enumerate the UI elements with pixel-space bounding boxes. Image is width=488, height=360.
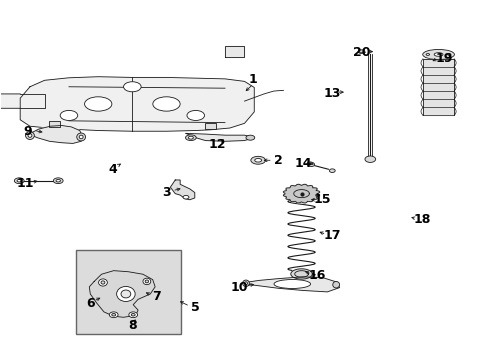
Ellipse shape — [56, 180, 61, 182]
Text: 2: 2 — [274, 154, 283, 167]
Text: 1: 1 — [248, 73, 257, 86]
Text: 17: 17 — [323, 229, 340, 242]
Ellipse shape — [364, 156, 375, 162]
Ellipse shape — [422, 49, 453, 59]
Text: 10: 10 — [230, 281, 248, 294]
Bar — [49, 121, 60, 127]
Ellipse shape — [273, 279, 310, 288]
Polygon shape — [422, 99, 453, 107]
Ellipse shape — [142, 278, 150, 285]
Ellipse shape — [185, 135, 196, 140]
Ellipse shape — [329, 169, 334, 172]
Polygon shape — [422, 83, 453, 91]
Ellipse shape — [53, 178, 63, 184]
Text: 3: 3 — [162, 186, 170, 199]
Polygon shape — [224, 45, 244, 57]
Text: 8: 8 — [128, 319, 136, 332]
Text: 14: 14 — [294, 157, 311, 170]
Ellipse shape — [121, 290, 130, 298]
Text: 18: 18 — [413, 213, 430, 226]
Text: 11: 11 — [16, 177, 34, 190]
Ellipse shape — [357, 50, 364, 53]
Ellipse shape — [17, 180, 21, 182]
Polygon shape — [89, 271, 155, 317]
Ellipse shape — [242, 280, 249, 287]
Polygon shape — [290, 269, 312, 279]
Polygon shape — [20, 77, 254, 131]
Ellipse shape — [245, 135, 254, 140]
Text: 9: 9 — [23, 125, 32, 138]
Bar — [76, 250, 181, 334]
Ellipse shape — [101, 281, 105, 284]
Polygon shape — [170, 180, 194, 200]
Ellipse shape — [109, 312, 118, 318]
Ellipse shape — [153, 97, 180, 111]
Ellipse shape — [79, 135, 83, 139]
Bar — [204, 123, 215, 129]
Text: 5: 5 — [191, 301, 200, 314]
Ellipse shape — [425, 54, 428, 55]
Ellipse shape — [332, 282, 339, 288]
Text: 16: 16 — [308, 269, 325, 282]
Ellipse shape — [250, 156, 265, 164]
Ellipse shape — [186, 111, 204, 121]
Text: 20: 20 — [352, 46, 369, 59]
Ellipse shape — [60, 111, 78, 121]
Ellipse shape — [433, 53, 442, 56]
Text: 13: 13 — [323, 87, 340, 100]
Ellipse shape — [145, 280, 148, 283]
Text: 4: 4 — [108, 163, 117, 176]
Ellipse shape — [25, 132, 34, 139]
Polygon shape — [29, 126, 82, 143]
Text: 6: 6 — [86, 297, 95, 310]
Ellipse shape — [183, 195, 188, 199]
Ellipse shape — [244, 282, 247, 285]
Polygon shape — [244, 277, 339, 292]
Text: 15: 15 — [313, 193, 330, 206]
Polygon shape — [422, 59, 453, 67]
Ellipse shape — [254, 158, 261, 162]
Polygon shape — [283, 184, 319, 203]
Ellipse shape — [99, 279, 107, 286]
Polygon shape — [422, 75, 453, 83]
Polygon shape — [422, 91, 453, 99]
Text: 12: 12 — [208, 138, 226, 150]
Polygon shape — [422, 67, 453, 75]
Ellipse shape — [14, 178, 24, 184]
Polygon shape — [0, 94, 20, 108]
Ellipse shape — [28, 134, 32, 137]
Ellipse shape — [447, 54, 450, 55]
Ellipse shape — [128, 312, 137, 318]
Ellipse shape — [123, 82, 141, 92]
Ellipse shape — [188, 136, 193, 139]
Polygon shape — [185, 134, 254, 141]
Ellipse shape — [84, 97, 112, 111]
Text: 19: 19 — [435, 51, 452, 64]
Ellipse shape — [77, 133, 85, 141]
Ellipse shape — [306, 162, 314, 166]
Ellipse shape — [116, 287, 135, 301]
Ellipse shape — [131, 314, 135, 316]
Polygon shape — [422, 107, 453, 116]
Text: 7: 7 — [152, 290, 161, 303]
Ellipse shape — [112, 314, 116, 316]
